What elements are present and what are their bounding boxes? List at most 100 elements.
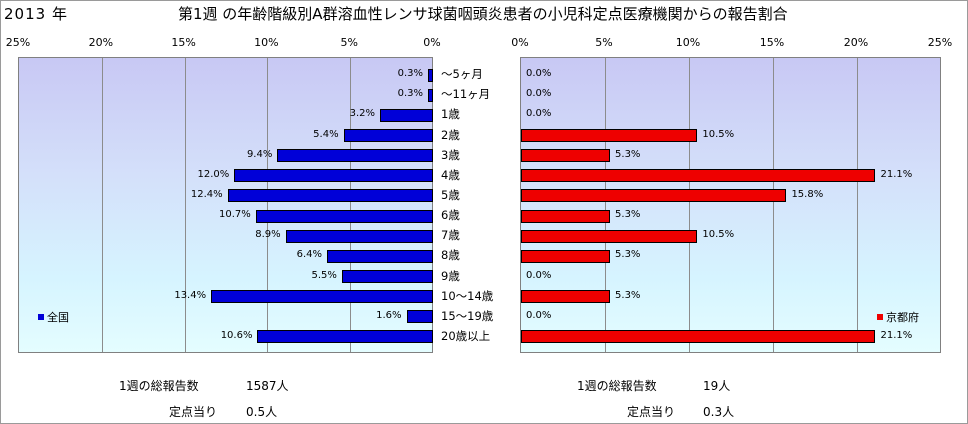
kyoto-data-label: 0.0% (526, 108, 552, 120)
national-bar (234, 169, 433, 183)
left-gridline (184, 58, 186, 352)
kyoto-per-site-value: 0.3人 (703, 405, 735, 419)
right-gridline (857, 58, 858, 352)
kyoto-bar (521, 330, 876, 344)
right-gridline (773, 58, 774, 352)
national-total-label: 1週の総報告数 (119, 379, 199, 393)
national-bar (227, 189, 433, 203)
category-label: 6歳 (441, 208, 460, 223)
legend-national: 全国 (38, 309, 69, 325)
national-per-site-label: 定点当り (169, 405, 218, 419)
national-data-label: 0.3% (397, 88, 424, 100)
category-label: ～5ヶ月 (441, 67, 483, 82)
national-data-label: 5.5% (311, 269, 337, 281)
national-data-label: 10.7% (219, 209, 251, 221)
national-data-label: 3.2% (349, 108, 376, 120)
right-tick-label: 0% (511, 36, 529, 49)
national-bar (428, 88, 433, 102)
kyoto-data-label: 10.5% (702, 229, 735, 241)
national-bar (277, 149, 433, 163)
national-bar (341, 270, 433, 283)
national-bar (211, 290, 433, 304)
kyoto-data-label: 0.0% (526, 269, 552, 281)
national-bar (380, 108, 433, 122)
chart-year: 2013 年 (4, 5, 68, 23)
national-bar (327, 249, 433, 263)
category-label: 20歳以上 (441, 328, 491, 343)
kyoto-data-label: 0.0% (526, 88, 552, 100)
kyoto-plot-area (520, 57, 941, 353)
kyoto-data-label: 21.1% (880, 329, 913, 341)
national-data-label: 8.9% (255, 229, 281, 241)
right-tick-label: 25% (927, 36, 953, 49)
right-gridline (605, 58, 606, 352)
kyoto-data-label: 15.8% (791, 188, 824, 200)
category-label: 4歳 (441, 167, 460, 182)
right-tick-label: 20% (843, 36, 869, 49)
right-tick-label: 5% (595, 36, 613, 49)
national-data-label: 10.6% (220, 329, 253, 341)
kyoto-bar (521, 129, 698, 142)
left-gridline (267, 58, 269, 352)
kyoto-bar (521, 209, 611, 223)
national-bar (406, 310, 433, 324)
national-data-label: 1.6% (376, 309, 402, 321)
kyoto-data-label: 5.3% (615, 209, 641, 221)
kyoto-bar (521, 229, 698, 243)
national-bar (428, 68, 433, 82)
left-gridline (101, 58, 103, 352)
national-bar (257, 330, 433, 344)
national-bar (285, 229, 433, 243)
category-label: 1歳 (441, 107, 460, 122)
left-gridline (350, 58, 352, 352)
national-data-label: 12.0% (197, 168, 230, 180)
kyoto-data-label: 5.3% (615, 289, 641, 301)
legend-kyoto: 京都府 (877, 309, 919, 325)
kyoto-bar (521, 290, 611, 304)
national-data-label: 6.4% (296, 249, 323, 261)
legend-label-kyoto: 京都府 (886, 311, 919, 324)
category-label: 10～14歳 (441, 288, 494, 303)
chart-title: 第1週 の年齢階級別A群溶血性レンサ球菌咽頭炎患者の小児科定点医療機関からの報告… (178, 5, 788, 23)
legend-swatch-national (38, 314, 44, 320)
right-tick-label: 15% (759, 36, 785, 49)
kyoto-data-label: 0.0% (526, 68, 552, 80)
national-data-label: 12.4% (190, 188, 223, 200)
kyoto-bar (521, 249, 611, 263)
category-label: 2歳 (441, 127, 460, 142)
kyoto-data-label: 5.3% (615, 148, 641, 160)
kyoto-data-label: 5.3% (615, 249, 641, 261)
legend-swatch-kyoto (877, 314, 883, 320)
left-tick-label: 5% (340, 36, 358, 49)
category-label: 5歳 (441, 187, 460, 202)
kyoto-data-label: 21.1% (880, 168, 913, 180)
left-tick-label: 20% (88, 36, 114, 49)
kyoto-total-label: 1週の総報告数 (577, 379, 657, 393)
kyoto-total-value: 19人 (703, 379, 731, 393)
national-data-label: 5.4% (313, 128, 339, 140)
national-data-label: 9.4% (246, 148, 273, 160)
right-gridline (689, 58, 690, 352)
right-tick-label: 10% (675, 36, 701, 49)
left-tick-label: 25% (5, 36, 31, 49)
category-label: 8歳 (441, 248, 460, 263)
category-label: 15～19歳 (441, 308, 494, 323)
national-data-label: 13.4% (174, 289, 207, 301)
national-per-site-value: 0.5人 (246, 405, 278, 419)
kyoto-bar (521, 149, 611, 163)
national-bar (343, 129, 433, 142)
left-tick-label: 0% (423, 36, 441, 49)
kyoto-data-label: 10.5% (702, 128, 735, 140)
kyoto-bar (521, 169, 876, 183)
national-data-label: 0.3% (397, 68, 424, 80)
kyoto-data-label: 0.0% (526, 309, 552, 321)
national-bar (255, 209, 433, 223)
category-label: ～11ヶ月 (441, 87, 491, 102)
kyoto-bar (521, 189, 787, 203)
category-label: 7歳 (441, 228, 460, 243)
category-label: 3歳 (441, 147, 460, 162)
left-tick-label: 10% (254, 36, 279, 49)
legend-label-national: 全国 (47, 311, 69, 324)
national-plot-area (18, 57, 433, 353)
category-label: 9歳 (441, 268, 460, 283)
